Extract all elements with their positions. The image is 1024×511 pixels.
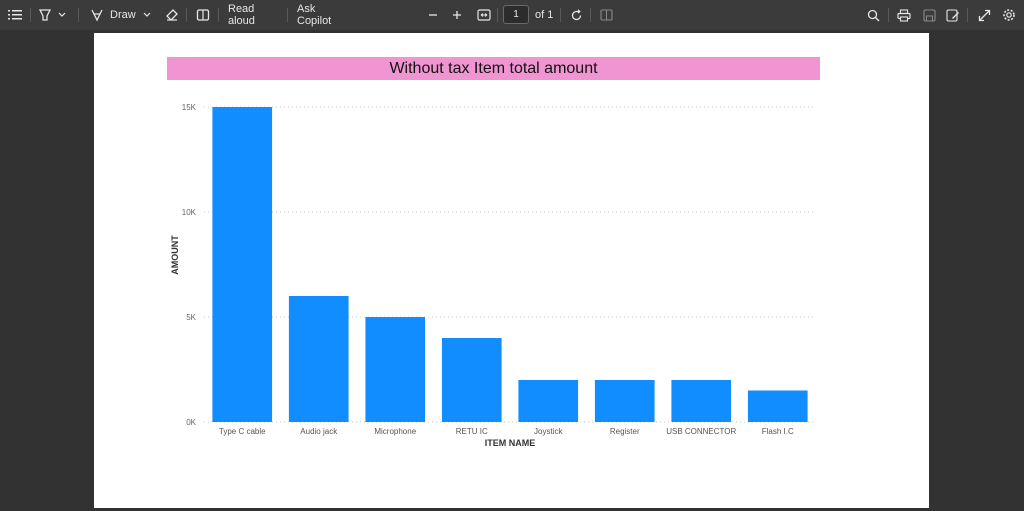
- pdf-page: Without tax Item total amount 0K 5K 10K 15K…: [94, 33, 929, 508]
- toolbar-separator: [30, 8, 31, 22]
- fit-to-width-icon[interactable]: [476, 0, 492, 30]
- bar[interactable]: [212, 107, 273, 422]
- y-axis-label: AMOUNT: [170, 235, 180, 275]
- print-icon[interactable]: [895, 0, 913, 30]
- y-tick-label: 15K: [182, 103, 197, 112]
- toolbar-separator: [590, 8, 591, 22]
- draw-chevron-down-icon[interactable]: [141, 0, 153, 30]
- search-icon[interactable]: [865, 0, 881, 30]
- toolbar-separator: [218, 8, 219, 22]
- bar[interactable]: [288, 296, 349, 422]
- draw-button[interactable]: Draw: [110, 9, 136, 21]
- save-icon[interactable]: [920, 0, 938, 30]
- draw-pen-icon[interactable]: [88, 0, 106, 30]
- save-as-edit-icon[interactable]: [944, 0, 962, 30]
- y-tick-label: 0K: [186, 418, 196, 427]
- bar[interactable]: [518, 380, 579, 422]
- toolbar-separator: [967, 8, 968, 22]
- x-tick-label: Flash I.C: [762, 427, 794, 436]
- ask-copilot-button[interactable]: Ask Copilot: [297, 3, 332, 27]
- bar[interactable]: [594, 380, 655, 422]
- bar[interactable]: [747, 390, 808, 423]
- chart-title-bar: Without tax Item total amount: [167, 57, 820, 80]
- bar[interactable]: [671, 380, 732, 422]
- pdf-toolbar: Draw Read aloud Ask Copilot 1 of 1: [0, 0, 1024, 30]
- highlight-chevron-down-icon[interactable]: [56, 0, 68, 30]
- toolbar-separator: [560, 8, 561, 22]
- page-view-book-icon[interactable]: [194, 0, 212, 30]
- toolbar-separator: [78, 8, 79, 22]
- y-tick-label: 5K: [186, 313, 196, 322]
- bar[interactable]: [441, 338, 502, 422]
- read-aloud-button[interactable]: Read aloud: [228, 3, 255, 27]
- zoom-out-icon[interactable]: [426, 0, 440, 30]
- highlight-icon[interactable]: [36, 0, 54, 30]
- bar-chart: 0K 5K 10K 15K Type C cable Audio jack Microph…: [170, 103, 816, 448]
- chart-title: Without tax Item total amount: [389, 60, 598, 77]
- fullscreen-expand-icon[interactable]: [975, 0, 993, 30]
- settings-gear-icon[interactable]: [1000, 0, 1018, 30]
- page-count: of 1: [535, 9, 554, 21]
- toolbar-separator: [888, 8, 889, 22]
- x-tick-label: Audio jack: [300, 427, 338, 436]
- toolbar-separator: [186, 8, 187, 22]
- zoom-in-icon[interactable]: [450, 0, 464, 30]
- x-tick-label: USB CONNECTOR: [666, 427, 736, 436]
- toolbar-separator: [287, 8, 288, 22]
- page-number-input[interactable]: 1: [503, 5, 529, 24]
- contents-list-icon[interactable]: [6, 0, 24, 30]
- two-page-view-icon[interactable]: [598, 0, 614, 30]
- x-tick-label: RETU IC: [456, 427, 488, 436]
- x-tick-label: Joystick: [534, 427, 563, 436]
- x-axis-label: ITEM NAME: [485, 438, 536, 448]
- y-tick-label: 10K: [182, 208, 197, 217]
- x-tick-label: Register: [610, 427, 640, 436]
- toolbar-separator: [497, 8, 498, 22]
- bar[interactable]: [365, 317, 426, 422]
- x-tick-label: Microphone: [374, 427, 416, 436]
- x-tick-label: Type C cable: [219, 427, 266, 436]
- rotate-icon[interactable]: [568, 0, 584, 30]
- eraser-icon[interactable]: [163, 0, 181, 30]
